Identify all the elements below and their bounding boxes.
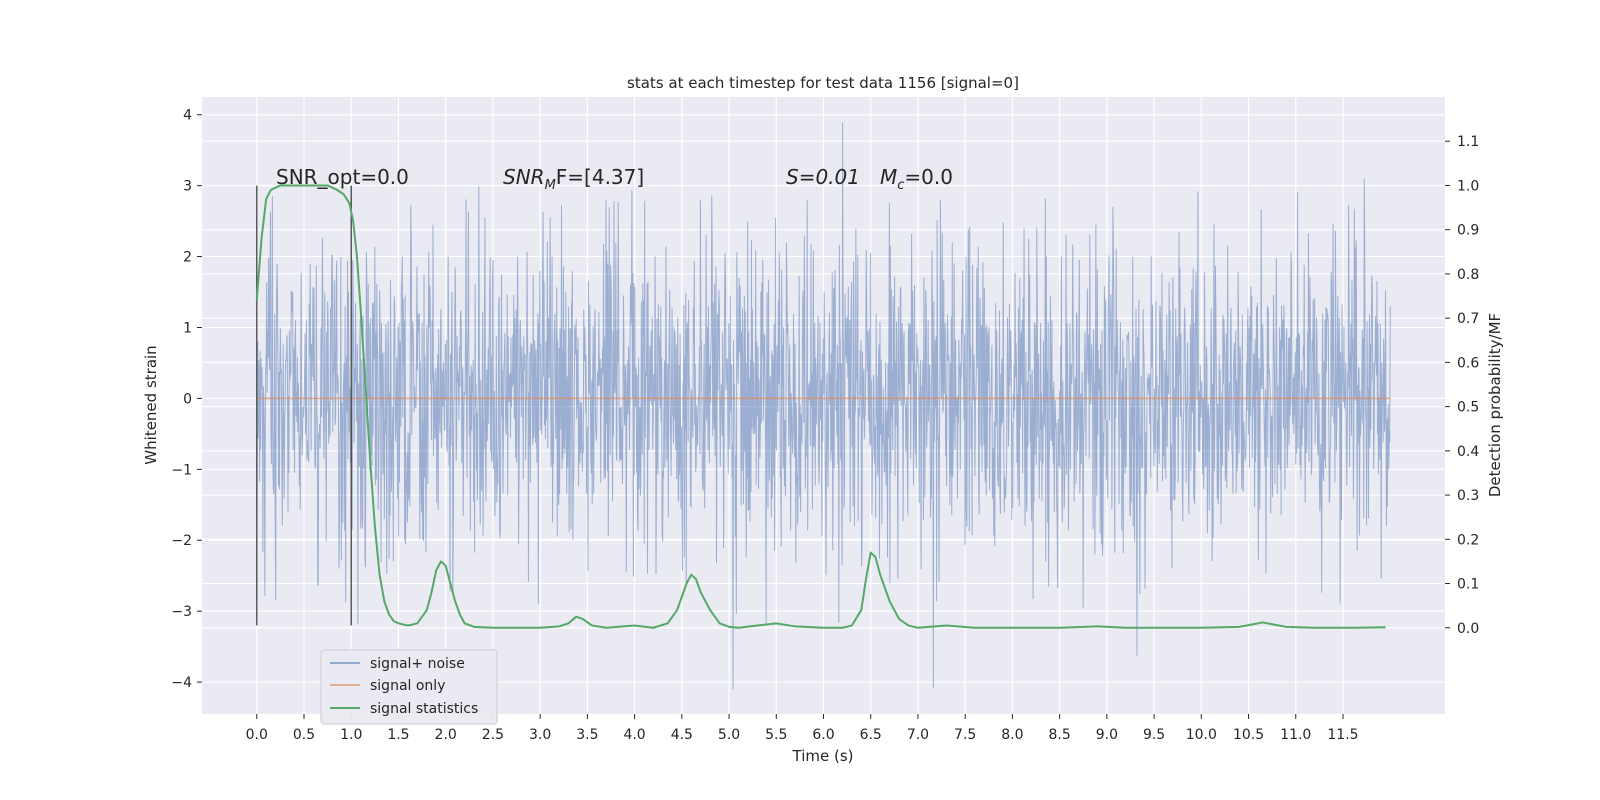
x-tick-label: 1.5	[387, 727, 409, 743]
y-tick-label: −1	[171, 462, 192, 478]
annotation-s-stat-text: S=0.01	[786, 165, 860, 189]
y2-tick-label: 0.5	[1457, 400, 1479, 416]
y2-tick-label: 0.3	[1457, 488, 1479, 504]
x-tick-label: 4.0	[623, 727, 645, 743]
x-tick-label: 10.5	[1233, 727, 1264, 743]
annotation-snr-mf-subscript: M	[545, 178, 556, 193]
x-tick-label: 8.0	[1001, 727, 1023, 743]
x-tick-label: 0.0	[246, 727, 268, 743]
y2-tick-label: 0.2	[1457, 532, 1479, 548]
legend-label-signal-only: signal only	[370, 678, 445, 694]
annotation-snr-opt: SNR_opt=0.0	[276, 165, 409, 189]
y-tick-label: −3	[171, 604, 192, 620]
annotation-mc-subscript: c	[897, 178, 904, 193]
legend-label-signal-statistics: signal statistics	[370, 701, 478, 717]
y2-tick-label: 0.7	[1457, 311, 1479, 327]
annotation-snr-mf-value: F=[4.37]	[556, 165, 644, 189]
annotation-mc-name: M	[880, 165, 897, 189]
vertical-markers	[256, 185, 352, 626]
x-tick-label: 7.0	[907, 727, 929, 743]
signal-noise-line	[256, 122, 1391, 690]
x-axis-label: Time (s)	[792, 747, 854, 765]
y2-tick-label: 0.0	[1457, 621, 1479, 637]
x-tick-label: 11.5	[1327, 727, 1358, 743]
y2-tick-label: 0.1	[1457, 577, 1479, 593]
y2-axis-label: Detection probability/MF	[1486, 313, 1504, 497]
x-tick-label: 2.0	[435, 727, 457, 743]
y2-tick-label: 0.4	[1457, 444, 1479, 460]
y-axis-label: Whitened strain	[142, 345, 160, 464]
y-tick-label: 2	[183, 250, 192, 266]
x-tick-label: 6.5	[860, 727, 882, 743]
y-tick-label: −2	[171, 533, 192, 549]
x-tick-label: 9.0	[1096, 727, 1118, 743]
x-tick-label: 2.5	[482, 727, 504, 743]
x-tick-label: 11.0	[1280, 727, 1311, 743]
x-tick-label: 6.0	[812, 727, 834, 743]
x-tick-label: 1.0	[340, 727, 362, 743]
x-tick-label: 7.5	[954, 727, 976, 743]
y2-tick-label: 1.1	[1457, 134, 1479, 150]
x-tick-label: 10.0	[1186, 727, 1217, 743]
y2-axis-ticks: 1.1 1.0 0.9 0.8 0.7 0.6 0.5 0.4 0.3 0.2 0.1 0.0	[1445, 134, 1479, 637]
y-tick-label: 1	[183, 320, 192, 336]
y-tick-label: 0	[183, 391, 192, 407]
legend-box	[320, 649, 498, 725]
x-tick-label: 5.0	[718, 727, 740, 743]
y-tick-label: 3	[183, 179, 192, 195]
series-signal-statistics	[255, 184, 1386, 629]
y2-tick-label: 0.9	[1457, 223, 1479, 239]
legend: signal+ noise signal only signal statist…	[320, 649, 498, 725]
legend-label-signal-noise: signal+ noise	[370, 656, 465, 672]
x-tick-label: 0.5	[293, 727, 315, 743]
x-tick-label: 4.5	[671, 727, 693, 743]
series-signal-noise	[256, 122, 1391, 690]
chart-title: stats at each timestep for test data 115…	[627, 74, 1019, 92]
y2-tick-label: 0.6	[1457, 355, 1479, 371]
x-tick-label: 9.5	[1143, 727, 1165, 743]
annotation-mc: Mc=0.0	[880, 165, 953, 193]
x-tick-label: 8.5	[1048, 727, 1070, 743]
x-tick-label: 5.5	[765, 727, 787, 743]
x-tick-label: 3.0	[529, 727, 551, 743]
x-axis-ticks: 0.0 0.5 1.0 1.5 2.0 2.5 3.0 3.5 4.0 4.5 5.0 5.5 6.0 6…	[246, 714, 1359, 743]
annotation-mc-value: =0.0	[904, 165, 953, 189]
annotations: SNR_opt=0.0 SNRMF=[4.37] S=0.01 Mc=0.0	[276, 165, 953, 193]
y-tick-label: −4	[171, 675, 192, 691]
y-axis-ticks: 4 3 2 1 0 −1 −2 −3 −4	[171, 108, 202, 691]
signal-statistics-line	[255, 184, 1386, 629]
x-tick-label: 3.5	[576, 727, 598, 743]
y2-tick-label: 0.8	[1457, 267, 1479, 283]
annotation-snr-mf-name: SNR	[503, 165, 545, 189]
annotation-snr-mf: SNRMF=[4.37]	[503, 165, 644, 193]
annotation-s-stat: S=0.01	[786, 165, 860, 189]
y-tick-label: 4	[183, 108, 192, 124]
y2-tick-label: 1.0	[1457, 178, 1479, 194]
